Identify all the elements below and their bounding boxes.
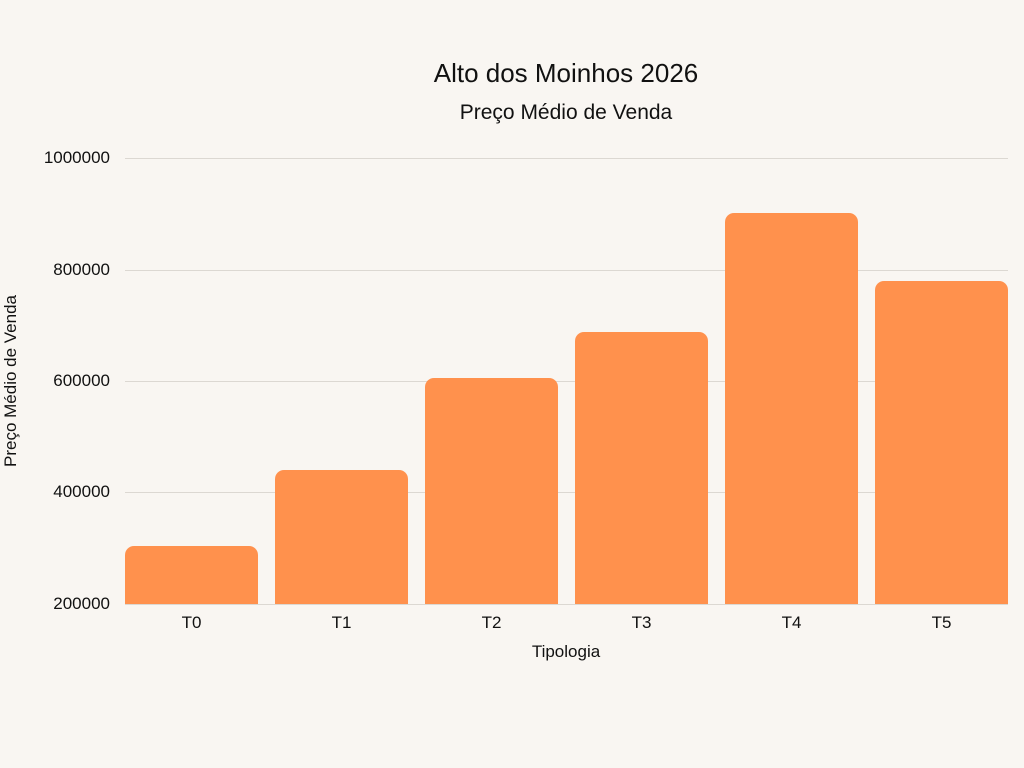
bar-t3	[575, 331, 708, 604]
x-tick: T4	[781, 613, 802, 632]
y-tick: 200000	[53, 594, 110, 613]
x-tick: T5	[931, 613, 952, 632]
gridline	[125, 381, 1008, 382]
x-tick: T0	[181, 613, 202, 632]
gridline	[125, 158, 1008, 159]
x-tick: T1	[331, 613, 352, 632]
chart-subtitle: Preço Médio de Venda	[459, 101, 673, 124]
bar-t2	[425, 378, 558, 604]
y-tick: 400000	[53, 482, 110, 501]
gridline	[125, 604, 1008, 605]
gridline	[125, 492, 1008, 493]
x-tick: T2	[481, 613, 502, 632]
gridline	[125, 270, 1008, 271]
y-tick: 1000000	[43, 148, 110, 167]
y-tick: 800000	[53, 260, 110, 279]
bar-t1	[275, 470, 408, 604]
bar-t4	[725, 213, 858, 604]
bar-t0	[125, 546, 258, 604]
bar-t5	[875, 281, 1008, 604]
chart-title: Alto dos Moinhos 2026	[433, 58, 699, 88]
x-tick: T3	[631, 613, 652, 632]
y-tick: 600000	[53, 371, 110, 390]
x-axis-label: Tipologia	[531, 642, 601, 661]
